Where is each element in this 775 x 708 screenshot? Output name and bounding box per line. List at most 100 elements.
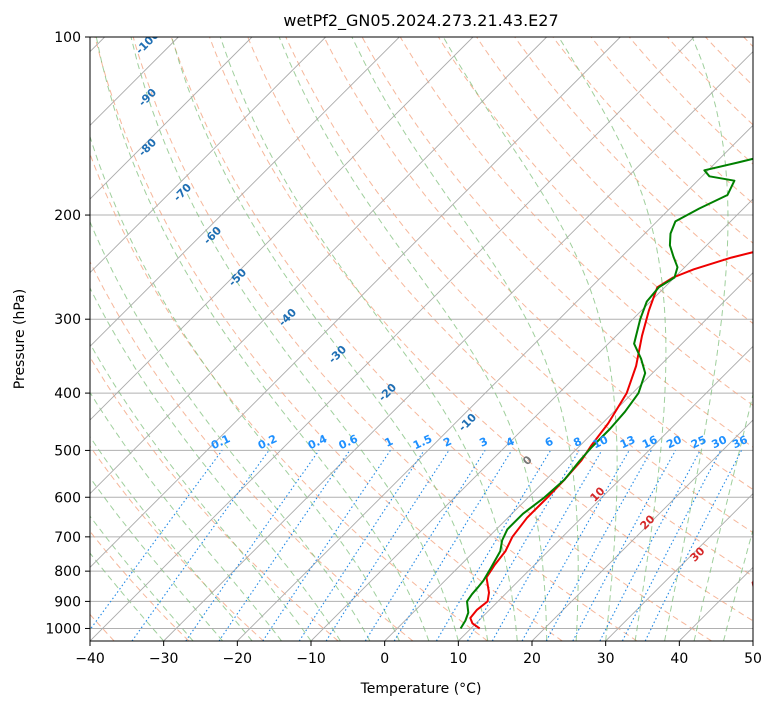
x-tick-label: 0 [380, 651, 389, 667]
x-tick-label: 50 [744, 651, 762, 667]
y-tick-label: 200 [54, 208, 81, 224]
y-axis-label: Pressure (hPa) [12, 289, 28, 389]
mixing-ratio-label: 30 [710, 433, 730, 451]
y-tick-label: 900 [54, 594, 81, 610]
moist-adiabat-line [90, 135, 400, 641]
mixing-ratio-label: 20 [664, 433, 684, 451]
moist-adiabat-line [442, 37, 618, 641]
moist-adiabat-line [171, 37, 489, 641]
moist-adiabat-line [130, 37, 459, 641]
isotherm-line [310, 198, 753, 641]
dry-adiabat-line [323, 37, 753, 491]
isotherm-line [90, 37, 621, 568]
y-tick-label: 300 [54, 312, 81, 328]
y-tick-label: 700 [54, 530, 81, 546]
mixing-ratio-line [467, 450, 580, 641]
y-axis-ticks: 100 200 300 400 500 600 700 800 900 1000 [45, 30, 90, 637]
mixing-ratio-line [572, 450, 676, 641]
y-tick-label: 500 [54, 443, 81, 459]
isotherm-line [90, 37, 695, 641]
mixing-ratio-line [364, 450, 486, 641]
y-tick-label: 1000 [45, 621, 81, 637]
mixing-ratio-line [435, 450, 552, 641]
isotherm-line [458, 345, 753, 641]
chart-title: wetPf2_GN05.2024.273.21.43.E27 [283, 11, 558, 31]
dry-adiabat-line [209, 37, 753, 622]
moist-adiabat-line [693, 392, 753, 641]
moist-adiabats [90, 37, 753, 641]
dry-adiabat-line [628, 37, 753, 165]
plot-frame [89, 36, 754, 642]
y-tick-label: 400 [54, 386, 81, 402]
isotherm-line [384, 272, 753, 641]
dry-adiabat-line [90, 260, 414, 641]
mixing-ratio-line [90, 450, 223, 631]
pressure-gridlines [90, 37, 753, 629]
isotherm-line [90, 37, 326, 274]
isotherm-line [90, 37, 253, 200]
mixing-ratio-lines [90, 450, 742, 641]
dry-adiabat-line [90, 445, 264, 641]
dry-adiabat-line [399, 37, 753, 407]
dry-adiabat-line [170, 37, 712, 641]
x-tick-label: −40 [75, 651, 105, 667]
mixing-ratio-line [545, 450, 652, 641]
isotherms [90, 37, 753, 641]
moist-adiabat-line [723, 528, 753, 641]
moist-adiabat-line [90, 435, 253, 641]
dry-adiabat-label: 40 [748, 572, 768, 592]
isotherm-line [90, 37, 474, 421]
sounding-series [459, 157, 753, 630]
mixing-ratio-line [393, 450, 513, 641]
moist-adiabat-line [664, 37, 729, 641]
mixing-ratio-label: 36 [730, 433, 750, 451]
dry-adiabat-line [514, 37, 753, 284]
isotherm-line [237, 124, 753, 641]
moist-adiabat-line [90, 391, 282, 641]
x-tick-label: 20 [523, 651, 541, 667]
y-tick-label: 100 [54, 30, 81, 46]
x-axis-label: Temperature (°C) [360, 681, 482, 697]
moist-adiabat-line [90, 286, 341, 641]
moist-adiabat-line [90, 515, 194, 641]
isotherm-line [163, 51, 753, 641]
x-tick-label: 10 [449, 651, 467, 667]
mixing-ratio-line [491, 450, 603, 641]
line-labels: 0.1 0.2 0.4 0.6 1 1.5 2 3 4 6 8 10 13 16 20 25 30 36-100-… [133, 37, 768, 593]
moist-adiabat-line [219, 37, 518, 641]
dry-adiabat-line [476, 37, 753, 325]
isotherm-line [90, 37, 547, 495]
moist-adiabat-line [90, 552, 165, 641]
x-tick-label: −10 [296, 651, 326, 667]
y-tick-label: 800 [54, 564, 81, 580]
moist-adiabat-line [558, 37, 667, 641]
mixing-ratio-label: 16 [640, 433, 660, 451]
moist-adiabat-line [351, 37, 579, 641]
isotherm-line [605, 493, 753, 641]
dry-adiabat-line [94, 37, 563, 641]
plot-area: 0.1 0.2 0.4 0.6 1 1.5 2 3 4 6 8 10 13 16 20 25 30 36-100-… [90, 37, 768, 641]
x-tick-label: −20 [223, 651, 253, 667]
dry-adiabat-line [590, 37, 753, 205]
mixing-ratio-label: 10 [591, 433, 611, 451]
mixing-ratio-label: 25 [689, 433, 708, 451]
dry-adiabat-line [247, 37, 753, 577]
temperature-profile [469, 251, 753, 630]
mixing-ratio-label: 13 [618, 433, 637, 451]
moist-adiabat-line [90, 476, 223, 641]
x-axis-ticks: −40 −30 −20 −10 0 10 20 30 40 50 [75, 641, 762, 667]
x-tick-label: 30 [597, 651, 615, 667]
moist-adiabat-line [90, 220, 371, 641]
mixing-ratio-line [131, 450, 270, 641]
mixing-ratio-line [218, 450, 351, 641]
dry-adiabats [90, 37, 753, 641]
y-tick-label: 600 [54, 490, 81, 506]
mixing-ratio-line [521, 450, 630, 641]
x-tick-label: 40 [670, 651, 688, 667]
mixing-ratio-line [325, 450, 450, 641]
isotherm-line [90, 37, 400, 347]
isotherm-line [531, 419, 753, 641]
dry-adiabat-line [132, 37, 638, 641]
